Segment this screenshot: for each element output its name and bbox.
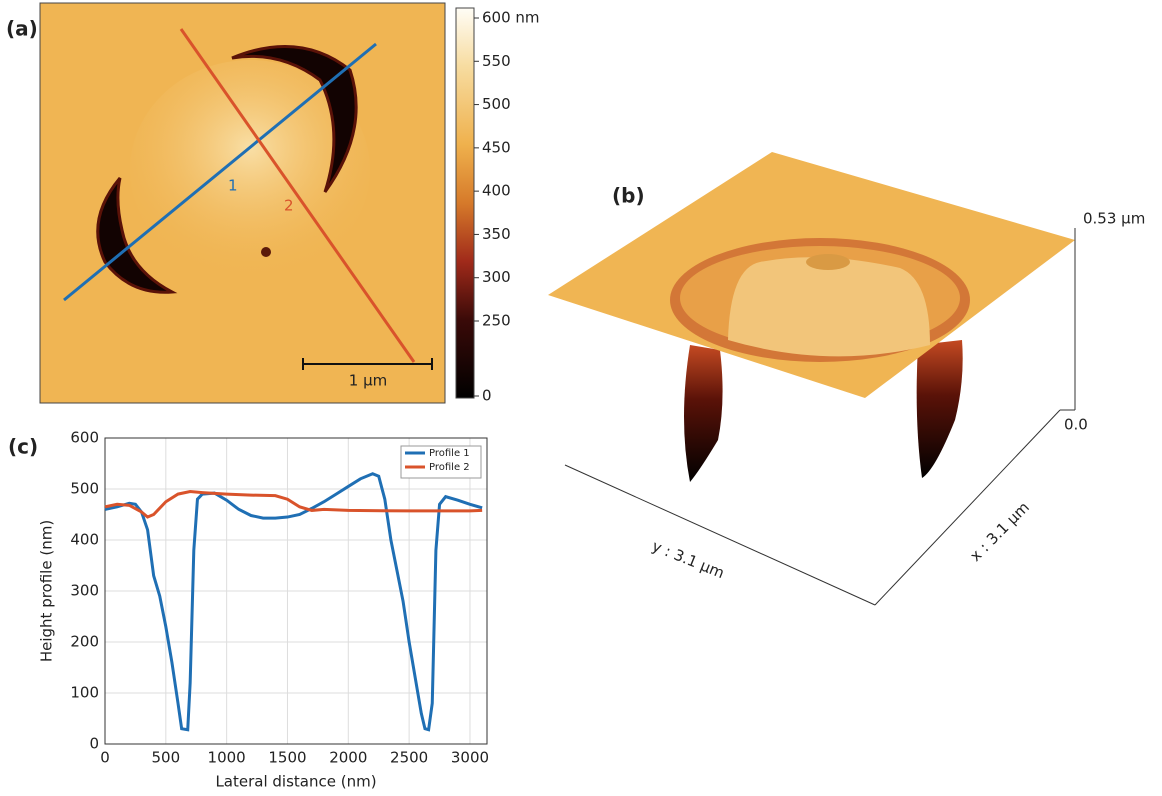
y-tick-label: 200 [70,633,99,651]
x-tick-label: 2500 [390,749,428,767]
y-axis-3d [564,464,876,606]
line-label: 2 [284,197,294,215]
z-axis-label: 0.0 [1064,416,1088,434]
colorbar-ticks: 600 nm 550 500 450 400 350 300 250 0 [474,9,540,405]
colorbar-tick-label: 250 [482,312,511,330]
line-chart: 0 100 200 300 400 500 600 0 500 1000 1500 2000 2500 3… [38,429,490,791]
y-tick-label: 100 [70,684,99,702]
legend-label: Profile 2 [429,462,470,473]
colorbar-tick-label: 0 [482,387,492,405]
x-tick-label: 2000 [329,749,367,767]
x-tick-label: 0 [100,749,110,767]
profile-line-1 [63,42,377,302]
colorbar-tick-label: 300 [482,268,511,286]
y-tick-label: 300 [70,582,99,600]
y-tick-label: 400 [70,531,99,549]
colorbar-tick-label: 400 [482,182,511,200]
colorbar-tick-label: 450 [482,138,511,156]
colorbar [455,7,475,399]
colorbar-tick-label: 600 nm [482,9,540,27]
x-axis-3d [874,409,1061,606]
line-label: 1 [228,177,238,195]
colorbar-tick-label: 500 [482,95,511,113]
surface-3d [548,152,1075,482]
y-tick-label: 500 [70,480,99,498]
panel-label: (b) [612,184,645,208]
afm-image [40,3,445,403]
plot-frame [104,437,488,745]
z-axis-label: 0.53 µm [1083,210,1145,228]
data-line [104,490,483,519]
legend-box [400,445,482,479]
x-tick-label: 3000 [451,749,489,767]
x-axis-label: x : 3.1 µm [966,498,1033,565]
panel-label: (a) [6,17,38,41]
profile-line-2 [179,28,416,363]
y-axis-label: y : 3.1 µm [649,537,726,582]
legend-label: Profile 1 [429,448,470,459]
x-tick-label: 500 [152,749,181,767]
colorbar-tick-label: 550 [482,52,511,70]
y-tick-label: 600 [70,429,99,447]
y-tick-label: 0 [89,735,99,753]
panel-label: (c) [8,435,38,459]
scale-bar-label: 1 µm [349,372,387,390]
x-tick-label: 1500 [268,749,306,767]
x-tick-label: 1000 [208,749,246,767]
data-line [104,472,483,732]
x-axis-title: Lateral distance (nm) [215,773,376,791]
colorbar-tick-label: 350 [482,225,511,243]
y-axis-title: Height profile (nm) [38,520,56,662]
